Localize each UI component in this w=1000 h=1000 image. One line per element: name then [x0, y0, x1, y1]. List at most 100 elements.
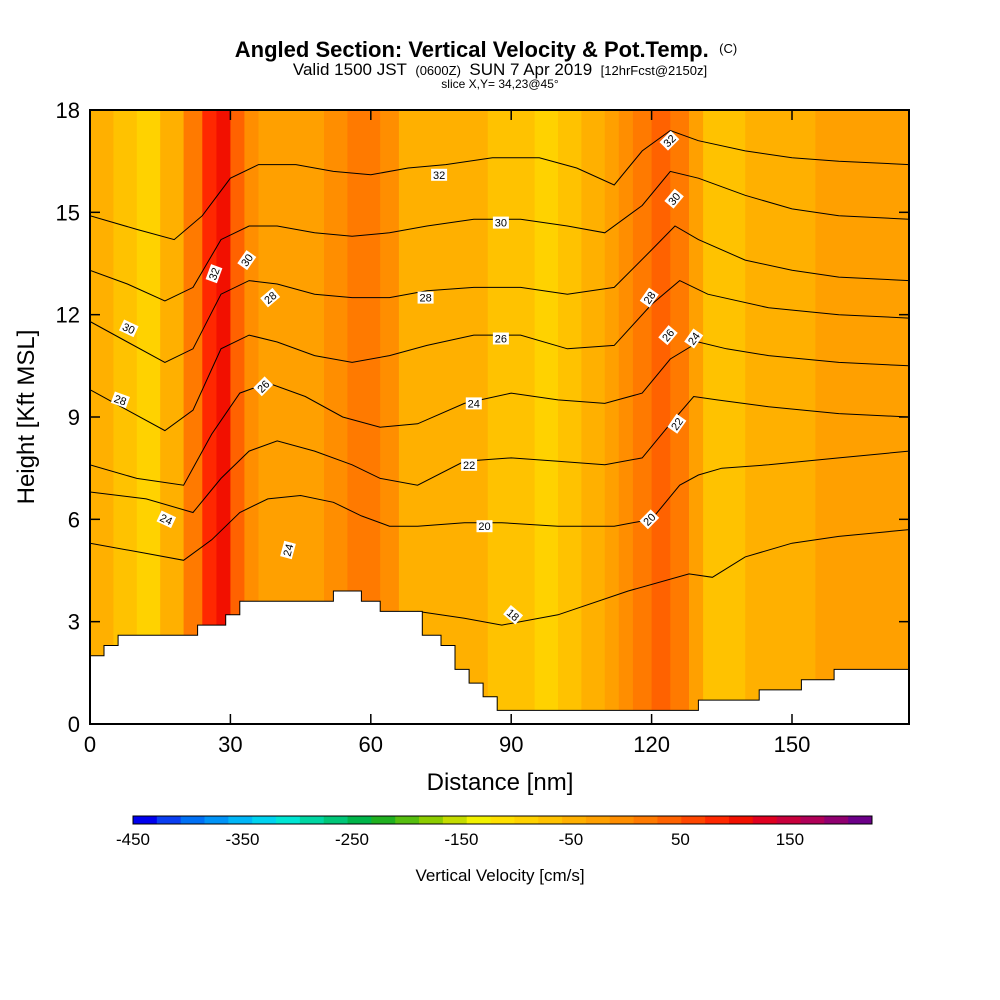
contour-label-box — [465, 397, 482, 410]
contour-label-box — [664, 188, 684, 209]
terrain-mask — [90, 590, 909, 724]
contour-label-text: 24 — [686, 331, 703, 348]
x-tick-label: 90 — [499, 732, 523, 757]
contour-label-box — [461, 458, 478, 471]
velocity-column — [534, 110, 559, 724]
potential-temperature-contours — [90, 129, 909, 626]
contour-label-box — [639, 287, 659, 308]
colorbar-swatch — [681, 816, 706, 824]
contour-label: 26 — [492, 332, 509, 346]
colorbar-swatch — [395, 816, 420, 824]
x-tick-label: 150 — [774, 732, 811, 757]
colorbar-swatch — [752, 816, 778, 824]
contour-label-text: 30 — [495, 218, 507, 230]
colorbar-swatch — [204, 816, 229, 824]
colorbar-swatch — [156, 816, 182, 824]
colorbar-swatch — [728, 816, 754, 824]
velocity-column — [885, 110, 909, 724]
contour-label: 32 — [205, 264, 223, 284]
contour-label-text: 28 — [112, 393, 128, 408]
contour-label-box — [659, 130, 680, 151]
velocity-column — [689, 110, 704, 724]
contour-label-text: 24 — [282, 543, 297, 558]
chart-title: Angled Section: Vertical Velocity & Pot.… — [235, 37, 737, 91]
contour-label: 20 — [476, 520, 493, 533]
velocity-column — [618, 110, 634, 724]
theta-contour-line — [90, 129, 909, 241]
colorbar-tick-label: -150 — [444, 830, 478, 849]
contour-label-text: 24 — [158, 512, 174, 528]
colorbar-tick-label: -450 — [116, 830, 150, 849]
valid-utc: (0600Z) — [415, 63, 461, 78]
colorbar-swatch — [538, 816, 563, 824]
contour-label-box — [260, 287, 281, 308]
contour-label-box — [280, 540, 296, 560]
colorbar-swatch — [848, 816, 873, 824]
velocity-column — [511, 110, 536, 724]
contour-label-box — [156, 510, 177, 529]
velocity-column — [113, 110, 138, 724]
colorbar-swatch — [419, 816, 444, 824]
velocity-column — [380, 110, 400, 724]
contour-label: 24 — [280, 540, 297, 560]
colorbar-tick-label: 50 — [671, 830, 690, 849]
theta-contour-line — [417, 529, 909, 626]
contour-label-text: 32 — [207, 266, 222, 282]
colorbar-label: Vertical Velocity [cm/s] — [415, 866, 584, 885]
colorbar-swatch — [442, 816, 468, 824]
velocity-column — [487, 110, 512, 724]
y-tick-label: 0 — [68, 712, 80, 737]
contour-label-text: 22 — [463, 460, 475, 472]
colorbar-swatch — [323, 816, 348, 824]
title-main: Angled Section: Vertical Velocity & Pot.… — [235, 37, 709, 62]
colorbar-swatch — [514, 816, 539, 824]
colorbar-swatch — [705, 816, 730, 824]
contour-label-box — [431, 168, 448, 181]
title-copyright: (C) — [719, 41, 737, 56]
velocity-column — [604, 110, 620, 724]
y-axis: 0 3 6 9 12 15 18 — [56, 98, 909, 737]
contour-label-box — [492, 332, 509, 345]
contour-label-box — [110, 391, 130, 409]
valid-prefix: Valid 1500 JST — [293, 60, 407, 79]
colorbar-swatch — [585, 816, 611, 824]
colorbar-swatch — [466, 816, 491, 824]
velocity-column — [815, 110, 840, 724]
contour-label-box — [684, 328, 704, 349]
velocity-column — [651, 110, 671, 724]
velocity-column — [721, 110, 746, 724]
contour-label: 24 — [684, 328, 704, 349]
y-tick-label: 15 — [56, 200, 80, 225]
slice-info: slice X,Y= 34,23@45° — [441, 77, 559, 91]
colorbar: -450 -350 -250 -150 -50 50 150 — [116, 815, 873, 849]
theta-contour-line — [90, 225, 909, 363]
x-tick-label: 60 — [359, 732, 383, 757]
contour-label-text: 32 — [433, 170, 445, 182]
velocity-column — [581, 110, 606, 724]
velocity-column — [441, 110, 465, 724]
colorbar-swatch — [299, 816, 325, 824]
contour-label-text: 22 — [669, 416, 686, 433]
colorbar-swatch — [562, 816, 587, 824]
velocity-column — [398, 110, 419, 724]
contour-label-box — [237, 250, 257, 271]
velocity-column — [838, 110, 863, 724]
contour-label-box — [658, 325, 678, 346]
contour-label: 22 — [667, 413, 687, 434]
colorbar-swatch — [657, 816, 682, 824]
colorbar-swatch — [776, 816, 801, 824]
contour-label-box — [639, 509, 660, 530]
x-tick-label: 0 — [84, 732, 96, 757]
vertical-velocity-field — [90, 110, 909, 724]
colorbar-tick-label: -50 — [559, 830, 584, 849]
x-tick-label: 120 — [633, 732, 670, 757]
contour-label: 24 — [465, 397, 482, 410]
x-axis-label: Distance [nm] — [427, 769, 574, 796]
colorbar-swatch — [371, 816, 396, 824]
theta-contour-line — [90, 280, 909, 432]
contour-label: 30 — [492, 216, 509, 230]
velocity-column — [703, 110, 723, 724]
colorbar-swatch — [180, 816, 205, 824]
velocity-column — [792, 110, 816, 724]
contour-label: 24 — [156, 510, 177, 529]
